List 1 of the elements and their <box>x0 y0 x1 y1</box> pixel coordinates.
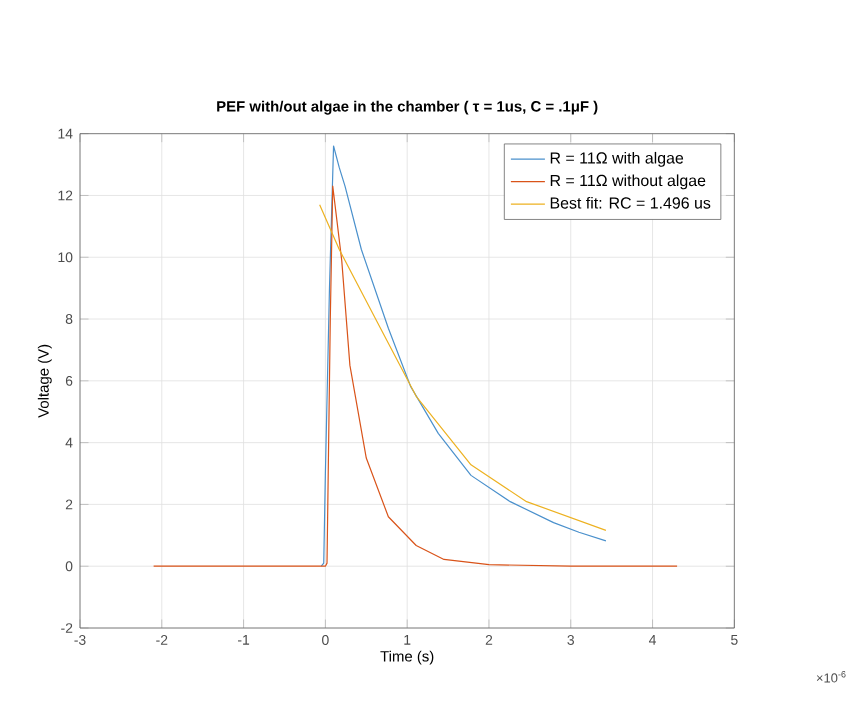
line-series <box>320 145 607 567</box>
